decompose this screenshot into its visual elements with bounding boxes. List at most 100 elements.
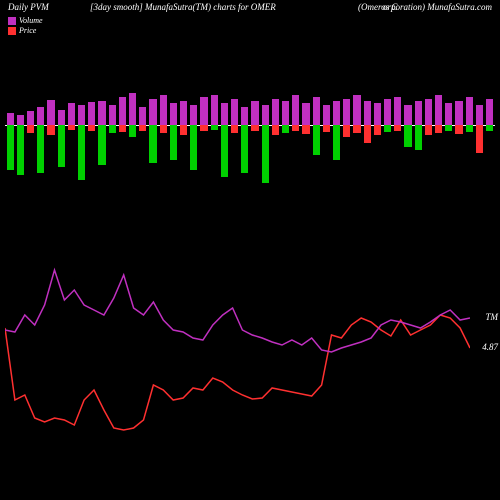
bar-slot bbox=[393, 60, 402, 190]
bar-slot bbox=[250, 60, 259, 190]
legend-price: Price bbox=[8, 26, 43, 35]
bar-slot bbox=[36, 60, 45, 190]
volume-bars bbox=[5, 60, 495, 190]
bar-slot bbox=[342, 60, 351, 190]
bar-up bbox=[353, 95, 360, 125]
bar-down bbox=[384, 125, 391, 132]
bar-down bbox=[27, 125, 34, 133]
bar-down bbox=[37, 125, 44, 173]
bar-slot bbox=[67, 60, 76, 190]
bar-down bbox=[333, 125, 340, 160]
bar-up bbox=[190, 105, 197, 125]
bar-slot bbox=[179, 60, 188, 190]
bar-down bbox=[17, 125, 24, 175]
bar-down bbox=[313, 125, 320, 155]
bar-slot bbox=[108, 60, 117, 190]
legend: Volume Price bbox=[8, 16, 43, 36]
bar-slot bbox=[230, 60, 239, 190]
bar-slot bbox=[261, 60, 270, 190]
bar-down bbox=[88, 125, 95, 131]
bar-down bbox=[455, 125, 462, 134]
title-center: [3day smooth] MunafaSutra(TM) charts for… bbox=[90, 2, 397, 12]
bar-up bbox=[292, 95, 299, 125]
bar-slot bbox=[87, 60, 96, 190]
bar-up bbox=[180, 101, 187, 125]
bar-down bbox=[58, 125, 65, 167]
legend-volume: Volume bbox=[8, 16, 43, 25]
bar-up bbox=[476, 105, 483, 125]
bar-slot bbox=[363, 60, 372, 190]
bar-slot bbox=[210, 60, 219, 190]
bar-down bbox=[415, 125, 422, 150]
bar-up bbox=[282, 101, 289, 125]
bar-down bbox=[221, 125, 228, 177]
bar-down bbox=[180, 125, 187, 135]
bar-up bbox=[435, 95, 442, 125]
bar-down bbox=[292, 125, 299, 131]
bar-down bbox=[129, 125, 136, 137]
bar-up bbox=[109, 105, 116, 125]
bar-up bbox=[466, 97, 473, 125]
bar-up bbox=[445, 103, 452, 125]
bar-down bbox=[425, 125, 432, 135]
bar-slot bbox=[424, 60, 433, 190]
series-line bbox=[5, 315, 470, 430]
bar-slot bbox=[46, 60, 55, 190]
bar-slot bbox=[138, 60, 147, 190]
bar-up bbox=[160, 95, 167, 125]
bar-slot bbox=[444, 60, 453, 190]
bar-up bbox=[313, 97, 320, 125]
bar-up bbox=[7, 113, 14, 125]
bar-down bbox=[47, 125, 54, 135]
bar-up bbox=[139, 107, 146, 125]
title-right: orporation) MunafaSutra.com bbox=[383, 2, 492, 12]
bar-down bbox=[466, 125, 473, 132]
bar-down bbox=[119, 125, 126, 132]
bar-slot bbox=[434, 60, 443, 190]
bar-slot bbox=[26, 60, 35, 190]
bar-slot bbox=[118, 60, 127, 190]
price-label: Price bbox=[19, 26, 36, 35]
bar-up bbox=[68, 103, 75, 125]
bar-slot bbox=[322, 60, 331, 190]
bar-down bbox=[435, 125, 442, 133]
price-end-label: 4.87 bbox=[482, 342, 498, 352]
bar-up bbox=[455, 101, 462, 125]
bar-down bbox=[190, 125, 197, 170]
bar-up bbox=[323, 105, 330, 125]
bar-up bbox=[149, 99, 156, 125]
bar-up bbox=[333, 101, 340, 125]
bar-up bbox=[98, 101, 105, 125]
bar-up bbox=[231, 99, 238, 125]
title-center-a: [3day smooth] MunafaSutra(TM) charts for… bbox=[90, 2, 276, 12]
bar-up bbox=[200, 97, 207, 125]
bar-down bbox=[262, 125, 269, 183]
bar-down bbox=[78, 125, 85, 180]
bar-slot bbox=[332, 60, 341, 190]
price-swatch bbox=[8, 27, 16, 35]
bar-down bbox=[160, 125, 167, 133]
bar-down bbox=[68, 125, 75, 130]
bar-down bbox=[364, 125, 371, 143]
bar-down bbox=[476, 125, 483, 153]
bar-up bbox=[343, 99, 350, 125]
bar-down bbox=[109, 125, 116, 133]
bar-slot bbox=[485, 60, 494, 190]
bar-up bbox=[241, 107, 248, 125]
bar-up bbox=[425, 99, 432, 125]
bar-up bbox=[302, 103, 309, 125]
bar-up bbox=[170, 103, 177, 125]
volume-label: Volume bbox=[19, 16, 43, 25]
bar-up bbox=[27, 111, 34, 125]
bar-slot bbox=[199, 60, 208, 190]
bar-up bbox=[415, 101, 422, 125]
bar-down bbox=[394, 125, 401, 131]
bar-up bbox=[262, 105, 269, 125]
bar-slot bbox=[57, 60, 66, 190]
bar-down bbox=[353, 125, 360, 133]
bar-up bbox=[211, 95, 218, 125]
bar-down bbox=[98, 125, 105, 165]
bar-down bbox=[272, 125, 279, 135]
bar-slot bbox=[454, 60, 463, 190]
bar-slot bbox=[240, 60, 249, 190]
